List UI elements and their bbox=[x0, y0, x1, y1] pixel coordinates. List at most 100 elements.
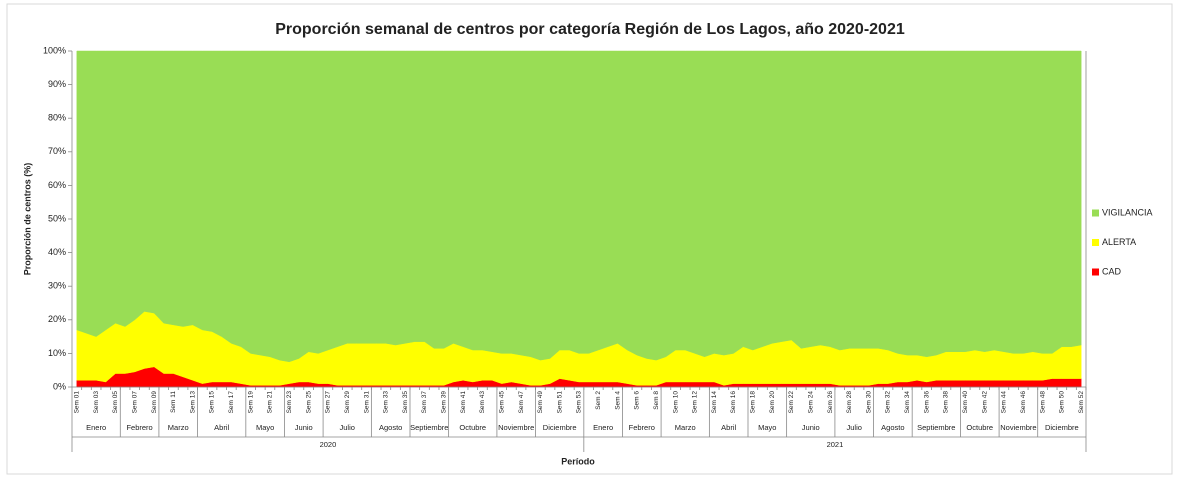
x-tick-label: Sem 4 bbox=[614, 391, 621, 410]
x-tick-label: Sem 41 bbox=[460, 391, 467, 414]
x-tick-label: Sem 6 bbox=[634, 391, 641, 410]
year-label: 2020 bbox=[320, 440, 337, 449]
x-tick-label: Sem 29 bbox=[344, 391, 351, 414]
y-axis-label: Proporción de centros (%) bbox=[22, 163, 32, 276]
legend-swatch bbox=[1092, 209, 1099, 217]
x-tick-label: Sem 37 bbox=[421, 391, 428, 414]
month-label: Marzo bbox=[675, 423, 696, 432]
month-label: Octubre bbox=[459, 423, 486, 432]
x-tick-label: Sem 45 bbox=[498, 391, 505, 414]
month-label: Junio bbox=[802, 423, 820, 432]
x-tick-label: Sem 31 bbox=[363, 391, 370, 414]
x-tick-label: Sem 28 bbox=[846, 391, 853, 414]
x-tick-label: Sem 49 bbox=[537, 391, 544, 414]
x-tick-label: Sem 8 bbox=[653, 391, 660, 410]
x-tick-label: Sem 47 bbox=[518, 391, 525, 414]
x-tick-label: Sem 46 bbox=[1020, 391, 1027, 414]
x-tick-label: Sem 13 bbox=[189, 391, 196, 414]
x-tick-label: Sem 16 bbox=[730, 391, 737, 414]
month-label: Noviembre bbox=[1000, 423, 1036, 432]
x-tick-label: Sem 32 bbox=[885, 391, 892, 414]
month-label: Diciembre bbox=[1045, 423, 1079, 432]
x-tick-label: Sem 40 bbox=[962, 391, 969, 414]
x-tick-label: Sem 43 bbox=[479, 391, 486, 414]
x-tick-label: Sem 26 bbox=[827, 391, 834, 414]
legend-label: CAD bbox=[1102, 266, 1122, 276]
month-label: Mayo bbox=[256, 423, 274, 432]
month-label: Marzo bbox=[168, 423, 189, 432]
y-tick-label: 10% bbox=[48, 348, 66, 358]
y-tick-label: 0% bbox=[53, 381, 66, 391]
month-label: Febrero bbox=[629, 423, 655, 432]
x-tick-label: Sem 34 bbox=[904, 391, 911, 414]
x-tick-label: Sem 25 bbox=[305, 391, 312, 414]
month-label: Diciembre bbox=[543, 423, 577, 432]
x-tick-label: Sem 52 bbox=[1078, 391, 1085, 414]
month-label: Octubre bbox=[966, 423, 993, 432]
x-tick-label: Sem 01 bbox=[74, 391, 81, 414]
x-tick-label: Sem 03 bbox=[93, 391, 100, 414]
y-tick-label: 100% bbox=[43, 45, 66, 55]
x-tick-label: Sem 39 bbox=[441, 391, 448, 414]
x-tick-label: Sem 21 bbox=[267, 391, 274, 414]
x-tick-label: Sem 22 bbox=[788, 391, 795, 414]
x-tick-label: Sem 27 bbox=[325, 391, 332, 414]
x-tick-label: Sem 18 bbox=[750, 391, 757, 414]
month-label: Mayo bbox=[758, 423, 776, 432]
y-tick-label: 20% bbox=[48, 314, 66, 324]
x-tick-label: Sem 17 bbox=[228, 391, 235, 414]
x-tick-label: Sem 35 bbox=[402, 391, 409, 414]
x-tick-label: Sem 15 bbox=[209, 391, 216, 414]
x-tick-label: Sem 50 bbox=[1059, 391, 1066, 414]
x-tick-label: Sem 12 bbox=[692, 391, 699, 414]
x-tick-label: Sem 10 bbox=[672, 391, 679, 414]
x-tick-label: Sem 23 bbox=[286, 391, 293, 414]
x-tick-label: Sem 30 bbox=[865, 391, 872, 414]
month-label: Septiembre bbox=[917, 423, 955, 432]
y-tick-label: 70% bbox=[48, 146, 66, 156]
chart-border bbox=[6, 3, 1173, 475]
y-tick-label: 80% bbox=[48, 113, 66, 123]
x-tick-label: Sem 44 bbox=[1001, 391, 1008, 414]
month-label: Enero bbox=[593, 423, 613, 432]
x-tick-label: Sem 05 bbox=[112, 391, 119, 414]
x-tick-label: Sem 38 bbox=[943, 391, 950, 414]
legend-label: ALERTA bbox=[1102, 237, 1136, 247]
y-tick-label: 60% bbox=[48, 180, 66, 190]
x-tick-label: Sem 33 bbox=[383, 391, 390, 414]
x-tick-label: Sem 2 bbox=[595, 391, 602, 410]
x-tick-label: Sem 48 bbox=[1039, 391, 1046, 414]
month-label: Abril bbox=[721, 423, 736, 432]
month-label: Julio bbox=[340, 423, 355, 432]
x-tick-label: Sem 20 bbox=[769, 391, 776, 414]
month-label: Noviembre bbox=[498, 423, 534, 432]
x-tick-label: Sem 42 bbox=[981, 391, 988, 414]
y-tick-label: 90% bbox=[48, 79, 66, 89]
y-tick-label: 40% bbox=[48, 247, 66, 257]
month-label: Agosto bbox=[379, 423, 402, 432]
legend-swatch bbox=[1092, 268, 1099, 276]
month-label: Julio bbox=[847, 423, 862, 432]
x-tick-label: Sem 07 bbox=[131, 391, 138, 414]
x-tick-label: Sem 14 bbox=[711, 391, 718, 414]
month-label: Septiembre bbox=[410, 423, 448, 432]
y-tick-label: 50% bbox=[48, 213, 66, 223]
x-axis-label: Período bbox=[561, 456, 595, 466]
month-label: Junio bbox=[295, 423, 313, 432]
x-tick-label: Sem 11 bbox=[170, 391, 177, 413]
chart-title: Proporción semanal de centros por catego… bbox=[275, 21, 905, 38]
legend-label: VIGILANCIA bbox=[1102, 207, 1153, 217]
month-label: Enero bbox=[86, 423, 106, 432]
x-tick-label: Sem 24 bbox=[807, 391, 814, 414]
x-tick-label: Sem 36 bbox=[923, 391, 930, 414]
area bbox=[76, 50, 1082, 363]
month-label: Abril bbox=[214, 423, 229, 432]
x-tick-label: Sem 19 bbox=[247, 391, 254, 414]
month-label: Febrero bbox=[126, 423, 152, 432]
legend-swatch bbox=[1092, 239, 1099, 246]
year-label: 2021 bbox=[827, 440, 844, 449]
y-tick-label: 30% bbox=[48, 281, 66, 291]
x-tick-label: Sem 53 bbox=[576, 391, 583, 414]
x-tick-label: Sem 51 bbox=[556, 391, 563, 414]
